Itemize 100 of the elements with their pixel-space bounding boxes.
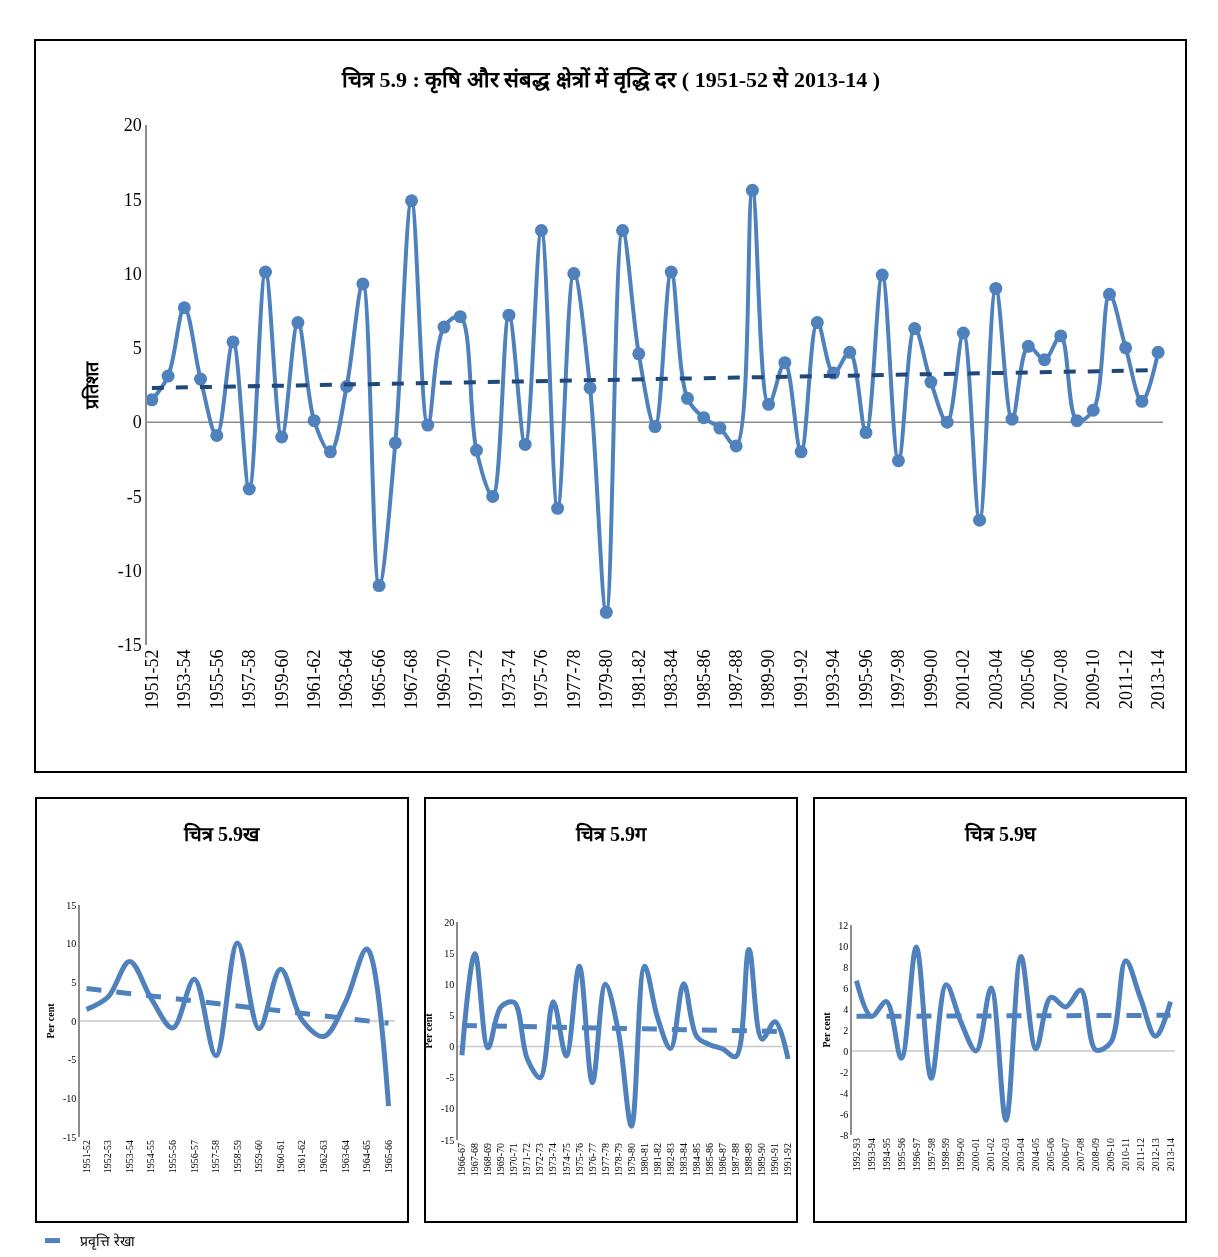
- x-tick-label: 1958-59: [231, 1140, 243, 1174]
- x-tick-label: 1957-58: [239, 649, 260, 710]
- x-tick-label: 1967-68: [401, 649, 422, 710]
- x-tick-label: 1971-72: [521, 1143, 533, 1177]
- x-tick-label: 2010-11: [1119, 1138, 1131, 1171]
- y-tick-label: 15: [123, 189, 142, 210]
- x-tick-label: 1964-65: [361, 1140, 373, 1174]
- y-tick-label: 5: [132, 338, 142, 359]
- x-tick-label: 1961-62: [304, 649, 325, 710]
- y-tick-label: 2: [843, 1024, 849, 1036]
- x-tick-label: 1993-94: [865, 1138, 877, 1172]
- x-tick-label: 1979-80: [596, 649, 617, 710]
- x-tick-label: 2005-06: [1045, 1138, 1057, 1172]
- y-tick-label: -8: [839, 1129, 849, 1141]
- x-tick-label: 1999-00: [920, 649, 941, 710]
- x-tick-label: 1972-73: [534, 1143, 546, 1177]
- x-tick-label: 1956-57: [188, 1140, 200, 1174]
- x-tick-label: 1992-93: [850, 1138, 862, 1172]
- x-tick-label: 2006-07: [1060, 1138, 1072, 1172]
- x-tick-label: 1997-98: [925, 1138, 937, 1172]
- x-tick-label: 1952-53: [102, 1140, 114, 1174]
- x-tick-label: 1997-98: [888, 649, 909, 710]
- x-tick-label: 1981-82: [651, 1143, 663, 1177]
- x-tick-label: 1955-56: [167, 1140, 179, 1174]
- x-tick-label: 1973-74: [547, 1143, 559, 1177]
- x-tick-label: 2003-04: [1015, 1138, 1027, 1172]
- x-tick-label: 1961-62: [296, 1140, 308, 1174]
- x-tick-label: 1971-72: [466, 649, 487, 710]
- y-tick-label: 20: [444, 916, 455, 928]
- x-tick-label: 1982-83: [664, 1143, 676, 1177]
- x-tick-label: 2013-14: [1147, 649, 1168, 710]
- y-tick-label: 0: [71, 1015, 77, 1027]
- x-tick-label: 1989-90: [756, 1143, 768, 1177]
- x-tick-label: 1993-94: [823, 649, 844, 710]
- x-tick-label: 1969-70: [433, 649, 454, 710]
- x-tick-label: 1980-81: [638, 1143, 650, 1177]
- x-tick-label: 2003-04: [985, 649, 1006, 710]
- x-tick-label: 1984-85: [691, 1143, 703, 1177]
- x-tick-label: 2004-05: [1030, 1138, 1042, 1172]
- y-tick-label: -5: [126, 486, 142, 507]
- x-tick-label: 1978-79: [612, 1143, 624, 1177]
- y-tick-label: 12: [838, 919, 849, 931]
- x-tick-label: 1995-96: [855, 649, 876, 710]
- x-tick-label: 2012-13: [1149, 1138, 1161, 1172]
- y-tick-label: -5: [445, 1072, 455, 1084]
- x-tick-label: 1981-82: [628, 649, 649, 710]
- x-tick-label: 1977-78: [599, 1143, 611, 1177]
- x-tick-label: 1959-60: [253, 1140, 265, 1174]
- y-tick-label: 10: [444, 978, 455, 990]
- y-tick-label: -10: [440, 1103, 455, 1115]
- x-tick-label: 1963-64: [336, 649, 357, 710]
- x-tick-label: 1969-70: [495, 1143, 507, 1177]
- x-tick-label: 1951-52: [141, 649, 162, 710]
- x-tick-label: 1989-90: [758, 649, 779, 710]
- y-axis-title: Per cent: [820, 1011, 832, 1048]
- x-tick-label: 1965-66: [368, 649, 389, 710]
- x-tick-label: 1955-56: [206, 649, 227, 710]
- y-tick-label: 4: [843, 1003, 849, 1015]
- y-tick-label: 6: [843, 982, 849, 994]
- x-tick-label: 2007-08: [1075, 1138, 1087, 1172]
- chart-title: चित्र 5.9 : कृषि और संबद्ध क्षेत्रों में वृद्धि दर ( 1951-52 से 2013-14 ): [341, 66, 881, 94]
- x-tick-label: 1953-54: [174, 649, 195, 710]
- y-tick-label: 0: [843, 1045, 849, 1057]
- x-tick-label: 1951-52: [80, 1140, 92, 1174]
- y-tick-label: 10: [66, 938, 77, 950]
- x-tick-label: 2011-12: [1115, 649, 1136, 709]
- x-tick-label: 2009-10: [1104, 1138, 1116, 1172]
- y-tick-label: -10: [62, 1092, 77, 1104]
- x-tick-label: 1999-00: [955, 1138, 967, 1172]
- x-tick-label: 1975-76: [531, 649, 552, 710]
- y-tick-label: 5: [71, 976, 77, 988]
- x-tick-label: 2002-03: [1000, 1138, 1012, 1172]
- legend-label: प्रवृत्ति रेखा: [80, 1233, 135, 1251]
- x-tick-label: 1970-71: [508, 1143, 520, 1177]
- chart-title: चित्र 5.9ख: [183, 822, 261, 845]
- y-tick-label: -15: [440, 1134, 455, 1146]
- y-tick-label: -15: [117, 635, 142, 656]
- x-tick-label: 1953-54: [123, 1140, 135, 1174]
- x-tick-label: 1985-86: [693, 649, 714, 710]
- x-tick-label: 1973-74: [498, 649, 519, 710]
- x-tick-label: 1975-76: [573, 1143, 585, 1177]
- x-tick-label: 1959-60: [271, 649, 292, 710]
- x-tick-label: 1998-99: [940, 1138, 952, 1172]
- x-tick-label: 2001-02: [985, 1138, 997, 1172]
- y-tick-label: 20: [123, 115, 142, 136]
- x-tick-label: 2011-12: [1134, 1138, 1146, 1171]
- y-tick-label: -5: [67, 1054, 77, 1066]
- x-tick-label: 1957-58: [210, 1140, 222, 1174]
- y-tick-label: -2: [839, 1066, 849, 1078]
- x-tick-label: 1966-67: [456, 1143, 468, 1177]
- x-tick-label: 1988-89: [743, 1143, 755, 1177]
- x-tick-label: 1963-64: [339, 1140, 351, 1174]
- y-tick-label: 8: [843, 961, 849, 973]
- x-tick-label: 1990-91: [769, 1143, 781, 1177]
- x-tick-label: 1996-97: [910, 1138, 922, 1172]
- x-tick-label: 2001-02: [953, 649, 974, 710]
- x-tick-label: 1974-75: [560, 1143, 572, 1177]
- x-tick-label: 2009-10: [1083, 649, 1104, 710]
- x-tick-label: 2000-01: [970, 1138, 982, 1172]
- x-tick-label: 1983-84: [661, 649, 682, 710]
